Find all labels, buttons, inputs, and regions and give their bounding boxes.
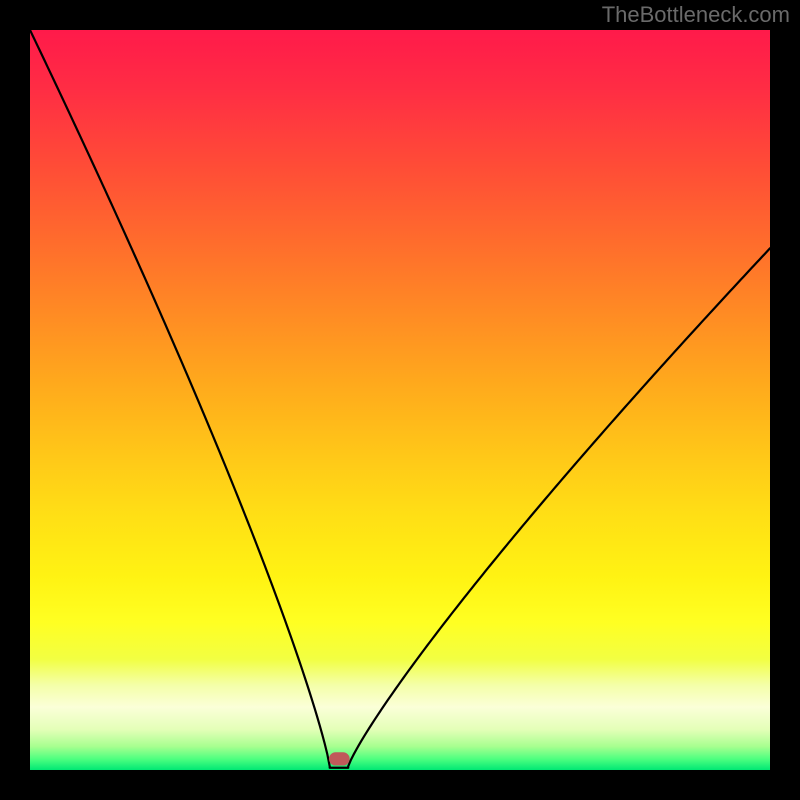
chart-svg <box>30 30 770 770</box>
chart-container: TheBottleneck.com <box>0 0 800 800</box>
gradient-background <box>30 30 770 770</box>
watermark-text: TheBottleneck.com <box>602 2 790 28</box>
plot-area <box>30 30 770 770</box>
minimum-marker <box>329 752 350 765</box>
